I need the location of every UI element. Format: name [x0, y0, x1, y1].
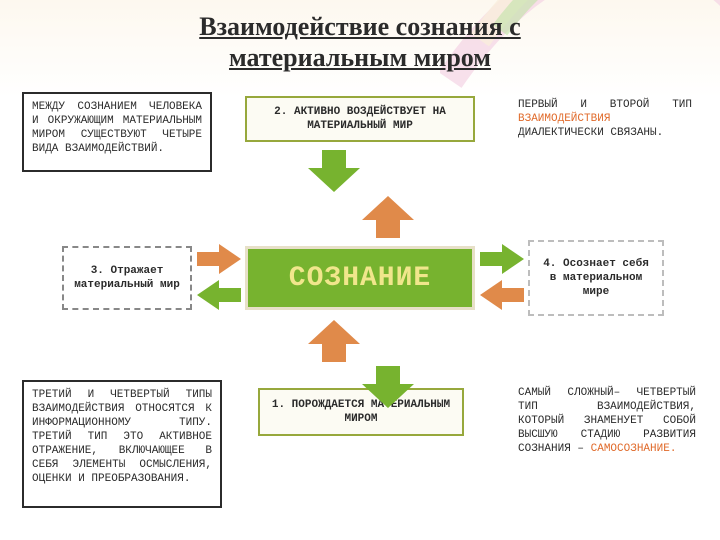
page-root: Взаимодействие сознания с материальным м… [0, 0, 720, 540]
node-3-box: 3. Отражает материальный мир [62, 246, 192, 310]
intro-box: МЕЖДУ СОЗНАНИЕМ ЧЕЛОВЕКА И ОКРУЖАЮЩИМ МА… [22, 92, 212, 172]
node-4-label: 4. Осознает себя в материальном мире [538, 257, 654, 299]
node-2-label: 2. АКТИВНО ВОЗДЕЙСТВУЕТ НА МАТЕРИАЛЬНЫЙ … [255, 105, 465, 133]
core-label: СОЗНАНИЕ [289, 263, 431, 294]
node-2-box: 2. АКТИВНО ВОЗДЕЙСТВУЕТ НА МАТЕРИАЛЬНЫЙ … [245, 96, 475, 142]
bottom-left-box: ТРЕТИЙ И ЧЕТВЕРТЫЙ ТИПЫ ВЗАИМОДЕЙСТВИЯ О… [22, 380, 222, 508]
arrow-up-orange-bottom [308, 320, 360, 362]
dialectic-accent: ВЗАИМОДЕЙСТВИЯ [518, 113, 610, 125]
node-3-label: 3. Отражает материальный мир [72, 264, 182, 292]
arrow-right-orange [197, 244, 241, 274]
arrow-left-orange [480, 280, 524, 310]
arrow-down-green-top [308, 150, 360, 192]
arrow-left-green [197, 280, 241, 310]
dialectic-box: ПЕРВЫЙ И ВТОРОЙ ТИП ВЗАИМОДЕЙСТВИЯ ДИАЛЕ… [510, 92, 700, 160]
arrow-down-green-bottom [362, 366, 414, 408]
bottom-right-box: САМЫЙ СЛОЖНЫЙ– ЧЕТВЕРТЫЙ ТИП ВЗАИМОДЕЙСТ… [510, 380, 704, 508]
page-title: Взаимодействие сознания с материальным м… [0, 12, 720, 73]
arrow-up-orange-top [362, 196, 414, 238]
node-1-box: 1. ПОРОЖДАЕТСЯ МАТЕРИАЛЬНЫМ МИРОМ [258, 388, 464, 436]
bottom-right-accent: САМОСОЗНАНИЕ. [591, 443, 677, 455]
node-1-label: 1. ПОРОЖДАЕТСЯ МАТЕРИАЛЬНЫМ МИРОМ [268, 398, 454, 426]
arrow-right-green [480, 244, 524, 274]
core-box: СОЗНАНИЕ [245, 246, 475, 310]
node-4-box: 4. Осознает себя в материальном мире [528, 240, 664, 316]
dialectic-pre: ПЕРВЫЙ И ВТОРОЙ ТИП [518, 99, 692, 111]
dialectic-post: ДИАЛЕКТИЧЕСКИ СВЯЗАНЫ. [518, 127, 663, 139]
